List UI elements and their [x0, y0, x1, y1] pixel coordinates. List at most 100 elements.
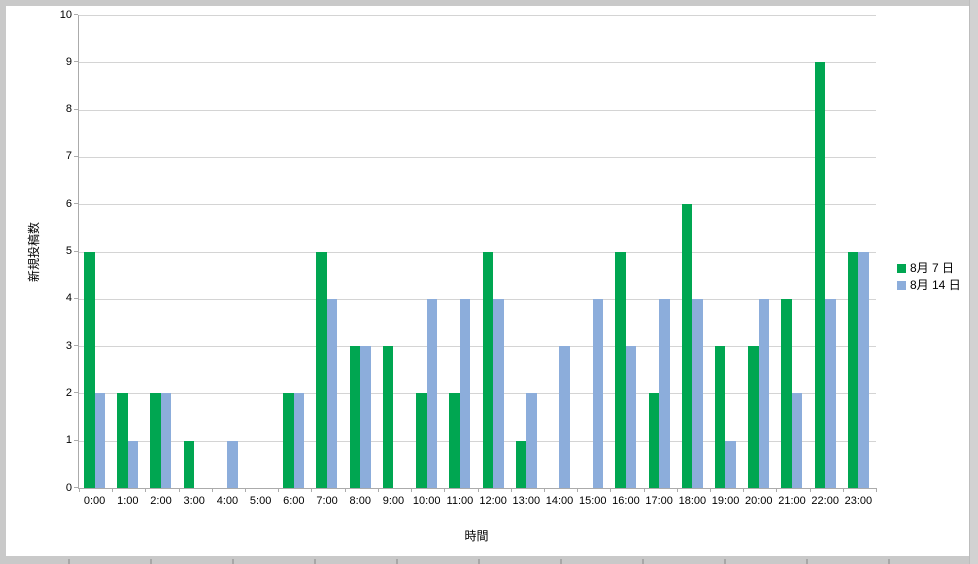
- gridline: [79, 346, 876, 348]
- x-tick-label: 15:00: [578, 495, 607, 507]
- bar-group: [644, 15, 677, 488]
- x-axis-tick: [477, 488, 479, 492]
- bar-series1: [150, 393, 161, 488]
- bar-series2: [692, 298, 703, 488]
- x-axis-tick: [311, 488, 313, 492]
- y-axis-tick: [74, 345, 78, 347]
- x-axis-tick: [278, 488, 280, 492]
- bar-series2: [127, 440, 139, 488]
- bar-series2: [858, 251, 869, 488]
- x-axis-tick: [510, 488, 512, 492]
- gridline: [79, 440, 876, 442]
- bar-series1: [482, 251, 493, 488]
- bar-group: [278, 15, 311, 488]
- y-tick-label: 7: [65, 150, 72, 163]
- gridline: [79, 393, 876, 395]
- bar-series1: [117, 393, 128, 488]
- bar-group: [577, 15, 610, 488]
- bar-series2: [227, 440, 238, 488]
- x-axis-tick: [411, 488, 413, 492]
- bar-series1: [84, 251, 95, 488]
- x-axis-tick: [743, 488, 745, 492]
- x-tick-label: 10:00: [412, 495, 441, 507]
- bar-series2: [825, 298, 836, 488]
- x-tick-label: 11:00: [446, 495, 474, 507]
- bar-group: [677, 15, 710, 488]
- x-tick-label: 2:00: [150, 495, 172, 507]
- plot-area: [74, 14, 877, 492]
- x-tick-label: 20:00: [745, 495, 773, 507]
- y-tick-label: 2: [65, 386, 72, 399]
- bar-series2: [493, 298, 504, 488]
- bar-series2: [758, 298, 770, 488]
- bar-group: [378, 15, 411, 488]
- x-tick-label: 14:00: [545, 495, 574, 507]
- x-tick-label: 3:00: [183, 495, 205, 507]
- y-axis-title: 新規投稿数: [27, 222, 41, 283]
- bar-series1: [714, 346, 726, 488]
- bar-series1: [449, 393, 460, 488]
- x-tick-label: 12:00: [479, 495, 507, 507]
- x-tick-label: 17:00: [645, 495, 673, 507]
- x-axis-tick: [344, 488, 346, 492]
- bar-series1: [648, 393, 660, 488]
- bar-series1: [316, 251, 327, 488]
- y-axis-tick: [74, 250, 78, 252]
- bar-series1: [416, 393, 427, 488]
- y-axis-tick: [74, 155, 78, 157]
- bar-series2: [360, 346, 371, 488]
- gridline: [79, 15, 876, 16]
- x-tick-label: 6:00: [283, 495, 305, 507]
- x-axis-tick: [112, 488, 114, 492]
- bar-series2: [94, 393, 105, 488]
- bar-group: [79, 15, 112, 488]
- y-axis-tick: [74, 297, 78, 299]
- x-axis-tick: [643, 488, 645, 492]
- bar-series2: [592, 298, 604, 488]
- bar-group: [411, 15, 444, 488]
- y-axis-tick: [74, 61, 78, 63]
- x-tick-label: 0:00: [83, 495, 106, 507]
- x-axis-tick: [776, 488, 778, 492]
- y-tick-label: 6: [65, 197, 72, 210]
- bar-series2: [160, 393, 172, 488]
- bar-series2: [559, 346, 570, 488]
- x-tick-label: 18:00: [678, 495, 707, 507]
- x-tick-label: 7:00: [316, 495, 338, 507]
- x-axis-tick: [211, 488, 213, 492]
- x-tick-label: 23:00: [844, 495, 873, 507]
- gridline: [79, 62, 876, 64]
- y-axis-tick: [74, 14, 78, 15]
- x-tick-label: 9:00: [382, 495, 405, 507]
- bar-series1: [283, 393, 294, 488]
- x-tick-label: 22:00: [811, 495, 839, 507]
- bar-group: [145, 15, 178, 488]
- x-tick-label: 21:00: [778, 495, 806, 507]
- x-axis-tick: [543, 488, 545, 492]
- spreadsheet-column-edges: [0, 559, 978, 564]
- legend-label-series1: 8月 7 日: [910, 261, 955, 275]
- bar-group: [311, 15, 344, 488]
- y-tick-label: 0: [65, 481, 72, 494]
- legend: 8月 7 日 8月 14 日: [897, 262, 961, 296]
- x-axis-tick: [178, 488, 180, 492]
- bar-series2: [459, 298, 471, 488]
- bar-group: [511, 15, 544, 488]
- bar-series2: [725, 440, 736, 488]
- gridline: [79, 109, 876, 111]
- bar-group: [212, 15, 245, 488]
- bar-group: [776, 15, 809, 488]
- bar-series1: [847, 251, 859, 488]
- bar-series2: [326, 298, 338, 488]
- y-axis-tick: [74, 108, 78, 110]
- x-tick-label: 4:00: [216, 495, 239, 507]
- y-axis-tick: [74, 439, 78, 441]
- bar-group: [245, 15, 278, 488]
- series1-swatch-icon: [897, 264, 906, 273]
- gridline: [79, 204, 876, 206]
- bar-group: [444, 15, 477, 488]
- x-tick-label: 19:00: [711, 495, 740, 507]
- y-tick-label: 8: [65, 103, 72, 116]
- bar-series2: [659, 298, 670, 488]
